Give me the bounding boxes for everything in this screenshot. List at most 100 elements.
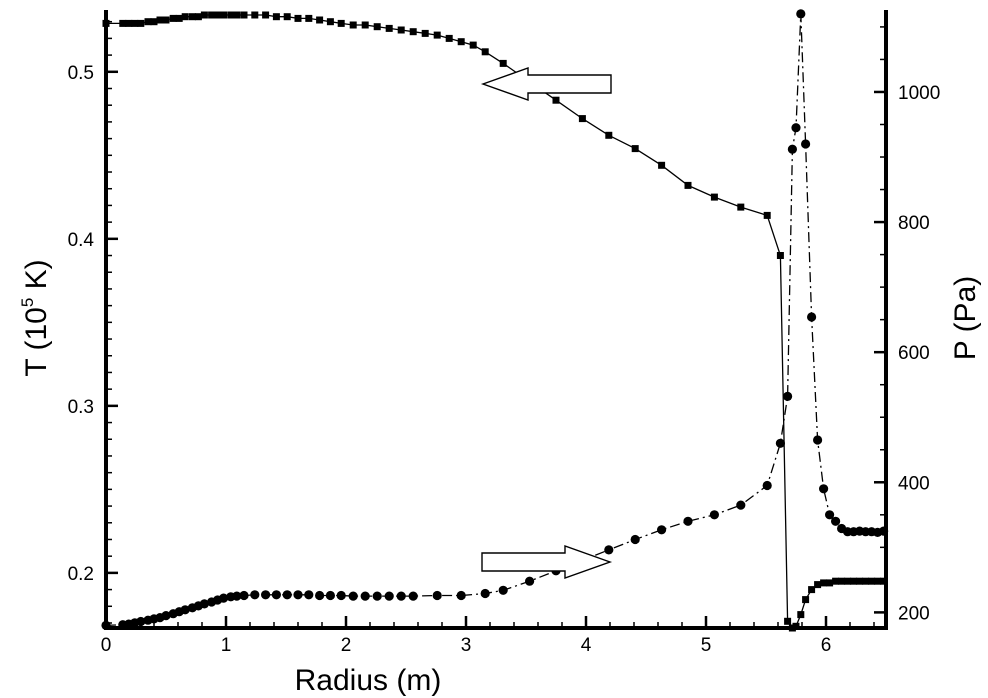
temperature-point-69	[868, 577, 876, 585]
temperature-series-line	[106, 14, 884, 629]
pressure-point-38	[480, 588, 490, 599]
y-right-tick-label-3: 800	[898, 213, 930, 234]
temperature-point-26	[305, 14, 313, 22]
pressure-point-48	[736, 500, 746, 510]
temperature-point-41	[481, 48, 489, 56]
temperature-point-64	[838, 577, 846, 585]
temperature-point-67	[856, 577, 864, 585]
temperature-point-65	[844, 577, 852, 585]
pressure-point-53	[791, 123, 801, 133]
pressure-point-47	[709, 510, 720, 520]
x-tick-label-0: 0	[101, 635, 112, 656]
temperature-point-35	[409, 28, 417, 36]
temperature-point-59	[808, 586, 816, 594]
temperature-point-50	[710, 193, 718, 201]
y-right-tick-label-4: 1000	[898, 83, 940, 104]
pressure-point-50	[775, 438, 786, 448]
temperature-point-8	[162, 16, 170, 24]
pressure-point-20	[239, 590, 249, 601]
pressure-point-4	[136, 616, 146, 627]
pressure-point-44	[630, 534, 640, 545]
temperature-point-54	[784, 617, 792, 625]
temperature-point-33	[385, 24, 393, 32]
temperature-point-18	[227, 11, 235, 19]
temperature-point-19	[233, 11, 241, 19]
pressure-point-36	[432, 590, 442, 601]
pressure-point-25	[293, 590, 303, 600]
pressure-point-49	[762, 480, 772, 491]
temperature-point-68	[862, 577, 870, 585]
temperature-point-48	[658, 161, 666, 169]
pressure-point-54	[796, 9, 806, 19]
temperature-point-25	[294, 14, 302, 22]
x-tick-label-1: 1	[221, 635, 232, 656]
pressure-point-46	[683, 516, 693, 526]
temperature-point-70	[874, 577, 882, 585]
pressure-point-23	[271, 590, 281, 600]
series-markers	[101, 9, 889, 632]
temperature-point-17	[220, 11, 228, 19]
temperature-point-51	[737, 203, 745, 211]
pressure-point-17	[219, 593, 229, 603]
pressure-point-19	[232, 591, 242, 601]
temperature-point-66	[850, 577, 858, 585]
annotations	[480, 67, 613, 579]
pressure-point-21	[250, 590, 260, 600]
temperature-point-24	[283, 13, 291, 21]
temperature-point-38	[445, 34, 453, 42]
pressure-point-28	[325, 590, 335, 601]
right-arrow-annotation	[481, 545, 613, 579]
temperature-point-37	[433, 31, 441, 39]
temperature-point-23	[272, 13, 280, 21]
pressure-point-34	[396, 591, 406, 601]
pressure-point-35	[408, 591, 418, 601]
tick-labels: 0 1 2 3 4 5 6 0.2 0.3 0.4 0.5 200 400 600 800 1000	[68, 63, 941, 656]
temperature-point-9	[169, 14, 177, 22]
temperature-point-62	[826, 579, 834, 587]
temperature-point-40	[469, 41, 477, 49]
pressure-point-57	[813, 435, 823, 445]
temperature-point-45	[578, 115, 586, 123]
pressure-point-59	[825, 510, 835, 520]
temperature-point-57	[797, 611, 805, 619]
temperature-point-3	[131, 19, 139, 27]
x-tick-label-2: 2	[341, 635, 352, 656]
temperature-point-58	[802, 596, 810, 604]
pressure-point-45	[657, 525, 667, 535]
y-right-tick-label-2: 600	[898, 343, 930, 364]
temperature-point-46	[605, 131, 613, 139]
temperature-point-44	[552, 96, 560, 104]
temperature-point-53	[776, 252, 784, 259]
series-lines	[105, 13, 884, 629]
pressure-point-60	[831, 516, 841, 526]
x-tick-label-5: 5	[701, 635, 712, 656]
y-left-tick-label-2: 0.4	[68, 230, 95, 251]
temperature-point-29	[337, 19, 345, 27]
temperature-point-6	[150, 18, 158, 26]
temperature-point-32	[373, 23, 381, 31]
y-right-tick-label-1: 400	[898, 473, 930, 494]
temperature-point-36	[421, 29, 429, 37]
temperature-point-34	[397, 26, 405, 34]
pressure-point-11	[180, 605, 190, 615]
temperature-point-39	[457, 38, 465, 46]
pressure-point-55	[801, 139, 811, 149]
pressure-point-8	[161, 611, 171, 621]
y-left-tick-label-1: 0.3	[68, 397, 94, 418]
temperature-point-71	[880, 577, 888, 585]
pressure-point-27	[315, 590, 325, 601]
pressure-point-32	[372, 591, 382, 601]
y-left-tick-label-0: 0.2	[68, 564, 94, 585]
temperature-point-5	[144, 18, 152, 26]
pressure-point-33	[384, 591, 394, 601]
temperature-point-47	[631, 145, 639, 153]
temperature-point-31	[361, 21, 369, 29]
temperature-point-60	[814, 581, 822, 589]
pressure-point-51	[783, 391, 793, 401]
pressure-point-37	[456, 590, 466, 601]
pressure-point-39	[498, 585, 508, 595]
pressure-point-40	[525, 576, 535, 586]
temperature-point-15	[208, 11, 216, 19]
temperature-point-30	[349, 21, 357, 29]
